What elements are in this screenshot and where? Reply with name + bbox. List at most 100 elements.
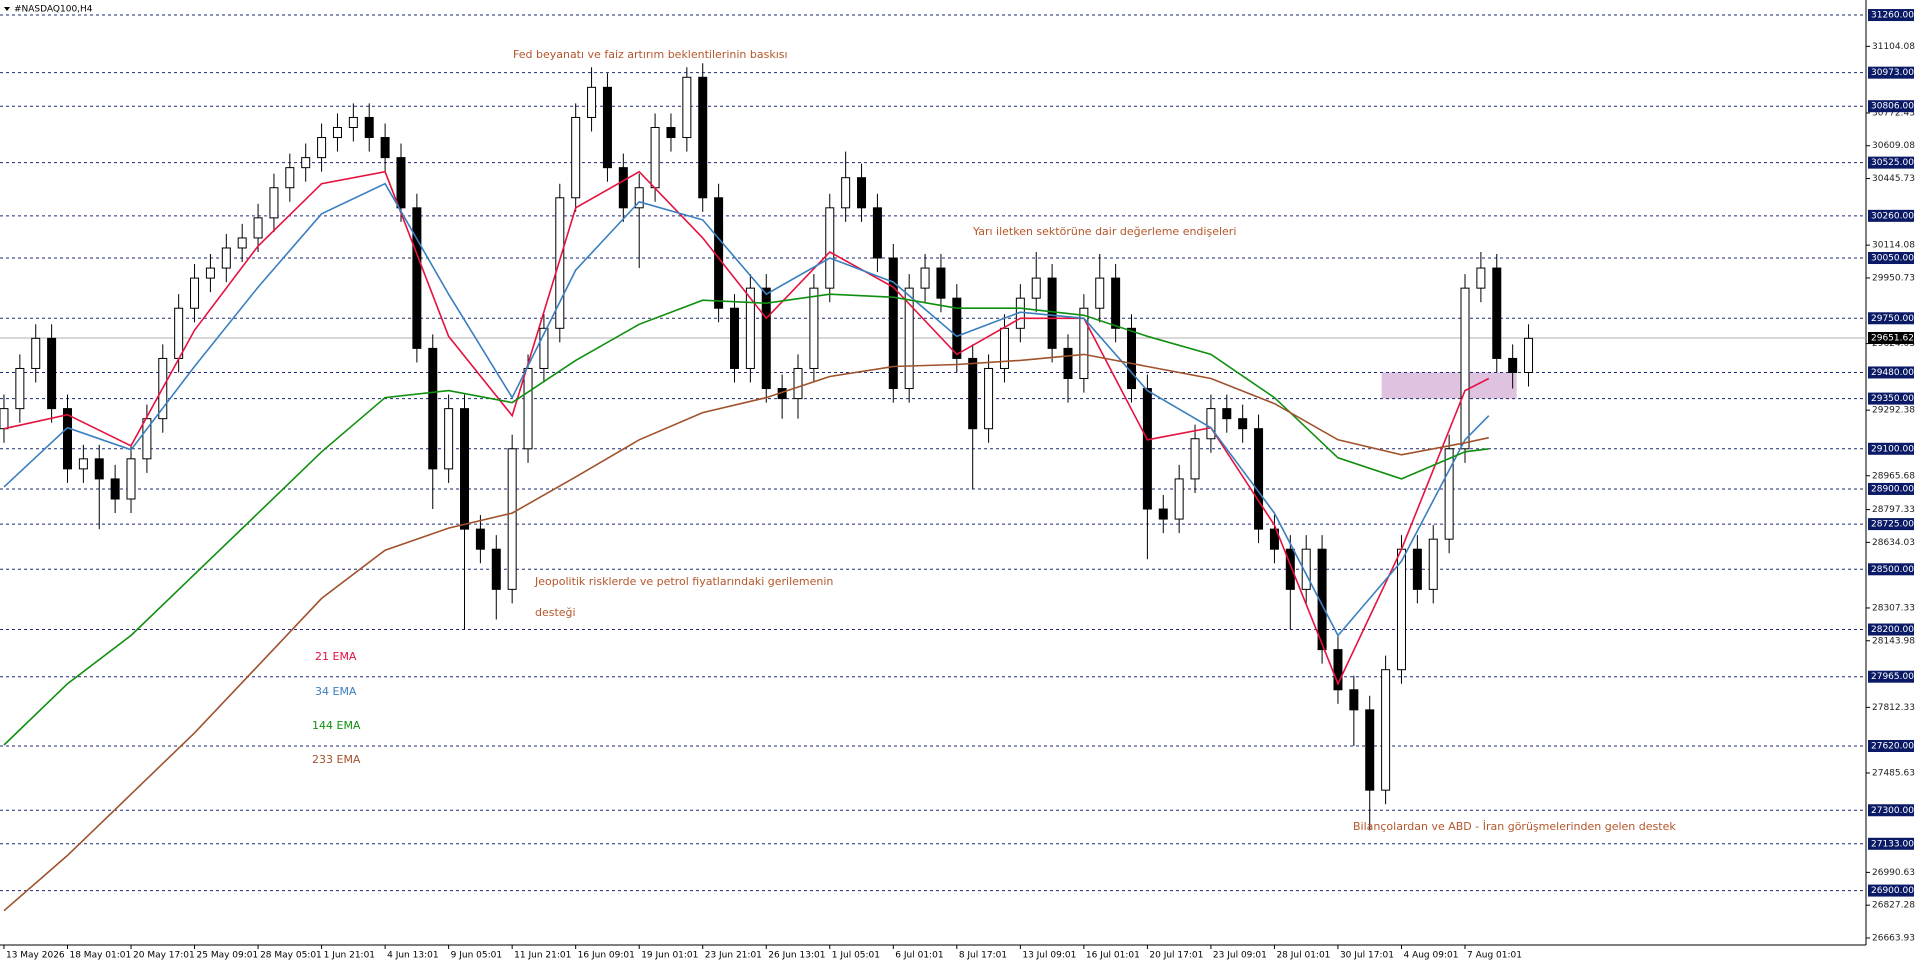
y-tick-label: 28307.33	[1872, 603, 1915, 613]
y-tick-label: 27485.63	[1872, 768, 1915, 778]
y-tick-label: 26990.63	[1872, 868, 1915, 878]
ema-line	[3, 293, 1489, 746]
candle-body	[539, 327, 549, 369]
level-label-box	[1868, 884, 1914, 897]
legend-label: 233 EMA	[312, 753, 361, 766]
x-tick-label: 13 May 2026	[6, 951, 65, 961]
candle-body	[78, 458, 88, 470]
candle-body	[1158, 508, 1168, 520]
x-tick-label: 20 Jul 17:01	[1149, 951, 1203, 961]
candle-body	[1524, 337, 1534, 373]
y-tick-label: 31104.08	[1872, 42, 1915, 52]
y-tick-label: 27812.33	[1872, 703, 1915, 713]
x-tick-label: 16 Jul 01:01	[1086, 951, 1140, 961]
y-tick-label: 28965.68	[1872, 471, 1915, 481]
x-tick-label: 4 Aug 09:01	[1403, 951, 1458, 961]
candle-body	[174, 307, 184, 359]
level-label-box	[1868, 9, 1914, 22]
candle-body	[761, 287, 771, 390]
level-label-box	[1868, 739, 1914, 752]
y-tick-label: 29950.73	[1872, 273, 1915, 283]
x-tick-label: 7 Aug 01:01	[1467, 951, 1522, 961]
x-tick-label: 18 May 01:01	[69, 951, 131, 961]
candle-body	[984, 367, 994, 430]
level-label: 31260.00	[1871, 11, 1914, 21]
level-label: 30806.00	[1871, 102, 1914, 112]
candle-body	[475, 528, 485, 550]
level-label: 27620.00	[1871, 741, 1914, 751]
y-tick-label: 30445.73	[1872, 174, 1915, 184]
candle-body	[1317, 548, 1327, 651]
y-tick-label: 28143.98	[1872, 636, 1915, 646]
candle-body	[666, 126, 676, 139]
candle-body	[587, 86, 597, 118]
level-label-box	[1868, 66, 1914, 79]
level-label-box	[1868, 804, 1914, 817]
candle-body	[1365, 709, 1375, 791]
level-label-box	[1868, 482, 1914, 495]
candle-body	[682, 76, 692, 139]
candle-body	[31, 337, 41, 369]
candle-body	[444, 408, 454, 470]
candle-body	[825, 207, 835, 289]
candle-body	[491, 548, 501, 590]
candle-body	[221, 247, 231, 269]
candle-body	[936, 267, 946, 299]
candle-body	[1269, 528, 1279, 550]
candle-body	[1238, 418, 1248, 430]
current-price-box	[1868, 332, 1914, 345]
level-label-box	[1868, 209, 1914, 222]
candle-body	[0, 408, 9, 430]
candle-body	[110, 478, 120, 500]
x-tick-label: 9 Jun 05:01	[451, 951, 502, 961]
y-tick-label: 29624.03	[1872, 339, 1915, 349]
x-tick-label: 23 Jun 21:01	[705, 951, 762, 961]
y-tick-label: 28797.33	[1872, 505, 1915, 515]
current-price-label: 29651.62	[1871, 334, 1914, 344]
x-tick-label: 23 Jul 09:01	[1213, 951, 1267, 961]
x-tick-label: 11 Jun 21:01	[514, 951, 571, 961]
candle-body	[237, 237, 247, 249]
x-tick-label: 1 Jun 21:01	[324, 951, 375, 961]
level-label: 27133.00	[1871, 839, 1914, 849]
x-tick-label: 8 Jul 17:01	[959, 951, 1007, 961]
candle-body	[1047, 277, 1057, 349]
level-label: 26900.00	[1871, 886, 1914, 896]
candle-body	[999, 327, 1009, 369]
x-tick-label: 25 May 09:01	[197, 951, 259, 961]
legend-label: 144 EMA	[312, 719, 361, 732]
annotation: Bilançolardan ve ABD - İran görüşmelerin…	[1353, 820, 1676, 833]
candle-body	[888, 257, 898, 390]
level-label: 30260.00	[1871, 211, 1914, 221]
candle-body	[872, 207, 882, 259]
level-label: 30050.00	[1871, 254, 1914, 264]
candle-body	[809, 287, 819, 369]
x-tick-label: 13 Jul 09:01	[1022, 951, 1076, 961]
candle-body	[507, 448, 517, 590]
candle-body	[1396, 548, 1406, 671]
candle-body	[1254, 428, 1264, 530]
candle-body	[62, 408, 72, 470]
candle-body	[1444, 448, 1454, 540]
level-label: 29480.00	[1871, 368, 1914, 378]
candle-body	[793, 367, 803, 400]
symbol-arrow	[4, 7, 10, 11]
level-label: 29100.00	[1871, 444, 1914, 454]
level-label-box	[1868, 518, 1914, 531]
candle-body	[1031, 277, 1041, 299]
candle-body	[396, 157, 406, 209]
candle-body	[1190, 438, 1200, 480]
level-label: 27965.00	[1871, 672, 1914, 682]
candle-body	[380, 137, 390, 159]
legend-label: 34 EMA	[315, 685, 357, 698]
candle-body	[1381, 669, 1391, 791]
level-label: 30525.00	[1871, 158, 1914, 168]
level-label-box	[1868, 837, 1914, 850]
candle-body	[841, 177, 851, 209]
candle-body	[952, 297, 962, 359]
candle-body	[1079, 307, 1089, 380]
candle-body	[1349, 689, 1359, 711]
candle-body	[348, 116, 358, 128]
